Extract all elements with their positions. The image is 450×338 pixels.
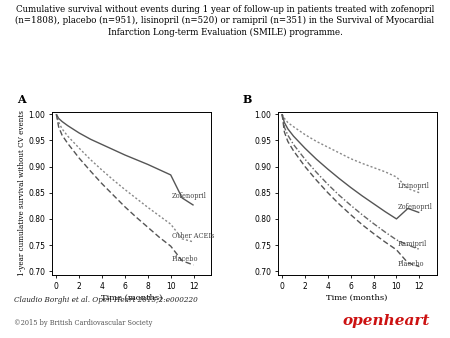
Text: Zofenopril: Zofenopril [398,203,432,211]
Text: B: B [243,94,252,105]
Text: Placebo: Placebo [398,260,424,268]
Text: Lisinopril: Lisinopril [398,183,429,190]
Text: Placebo: Placebo [172,255,198,263]
X-axis label: Time (months): Time (months) [326,293,388,301]
X-axis label: Time (months): Time (months) [100,293,162,301]
Text: Ramipril: Ramipril [398,240,427,248]
Y-axis label: 1-year cumulative survival without CV events: 1-year cumulative survival without CV ev… [18,111,26,276]
Text: Zofenopril: Zofenopril [172,192,207,200]
Text: Claudio Borghi et al. Open Heart 2015;2:e000220: Claudio Borghi et al. Open Heart 2015;2:… [14,296,197,304]
Text: openheart: openheart [342,314,429,328]
Text: Cumulative survival without events during 1 year of follow-up in patients treate: Cumulative survival without events durin… [15,5,435,37]
Text: Other ACEIs: Other ACEIs [172,232,214,240]
Text: A: A [17,94,25,105]
Text: ©2015 by British Cardiovascular Society: ©2015 by British Cardiovascular Society [14,319,152,328]
